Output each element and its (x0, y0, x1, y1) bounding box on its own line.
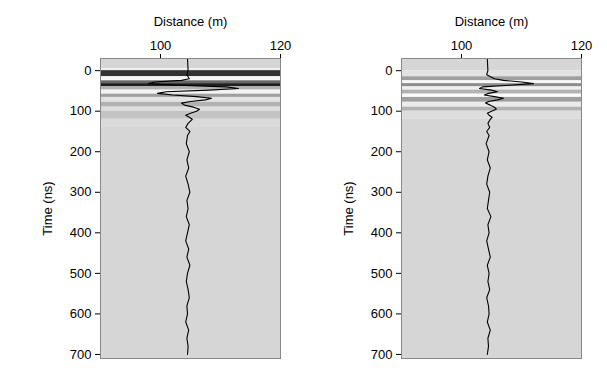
svg-text:500: 500 (371, 266, 393, 281)
svg-text:Time (ns): Time (ns) (40, 181, 55, 235)
svg-text:200: 200 (371, 144, 393, 159)
svg-text:700: 700 (371, 347, 393, 362)
svg-text:500: 500 (70, 266, 92, 281)
svg-text:Time (ns): Time (ns) (341, 181, 356, 235)
svg-text:600: 600 (371, 306, 393, 321)
svg-text:300: 300 (70, 184, 92, 199)
svg-text:100: 100 (150, 38, 172, 53)
svg-text:600: 600 (70, 306, 92, 321)
svg-text:120: 120 (571, 38, 593, 53)
svg-text:0: 0 (84, 63, 91, 78)
svg-text:700: 700 (70, 347, 92, 362)
svg-text:400: 400 (70, 225, 92, 240)
svg-text:200: 200 (70, 144, 92, 159)
svg-text:Distance (m): Distance (m) (455, 14, 529, 29)
svg-text:Distance (m): Distance (m) (154, 14, 228, 29)
svg-text:100: 100 (371, 103, 393, 118)
svg-text:120: 120 (270, 38, 292, 53)
svg-text:300: 300 (371, 184, 393, 199)
svg-text:0: 0 (385, 63, 392, 78)
svg-text:100: 100 (70, 103, 92, 118)
svg-text:400: 400 (371, 225, 393, 240)
svg-text:100: 100 (451, 38, 473, 53)
